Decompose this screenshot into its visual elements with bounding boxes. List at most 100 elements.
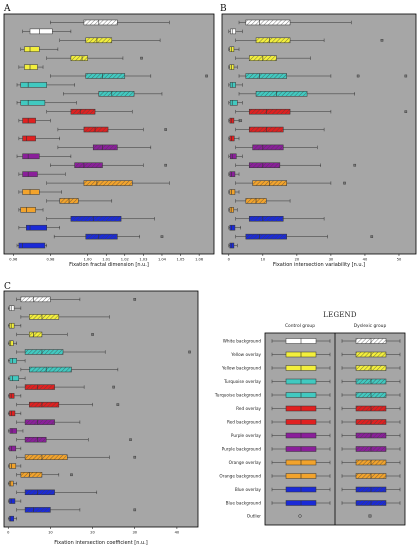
box-purple-dyslexic	[16, 419, 81, 425]
box-iqr	[22, 171, 38, 177]
box-orange-dyslexic	[16, 472, 73, 478]
box-iqr	[24, 436, 47, 443]
outlier-point	[133, 508, 137, 512]
legend-outlier-dyslexic	[368, 514, 372, 518]
legend-row-label: Orange background	[219, 474, 261, 479]
legend-control-heading: Control group	[285, 323, 315, 329]
outlier-point	[129, 438, 132, 441]
box-iqr	[252, 144, 284, 151]
x-tick-label: 1.02	[121, 258, 129, 262]
box-white-dyslexic	[238, 19, 352, 26]
box-white-dyslexic	[16, 296, 137, 303]
legend-sample-dyslexic	[341, 351, 401, 358]
box-iqr	[9, 428, 17, 434]
legend-sample-control	[271, 419, 331, 425]
box-iqr	[245, 19, 291, 26]
box-turquoise-control	[7, 375, 26, 382]
box-orange-control	[18, 207, 44, 213]
box-iqr	[24, 419, 55, 425]
legend-sample-control	[271, 338, 331, 344]
legend-sample-dyslexic	[341, 338, 401, 344]
outlier-point	[133, 455, 137, 459]
x-tick-label: 1.03	[139, 258, 147, 262]
box-purple-dyslexic	[235, 144, 318, 151]
x-tick-label: 1.06	[195, 258, 204, 262]
box-orange-dyslexic	[235, 180, 346, 186]
legend-sample-dyslexic	[341, 473, 401, 479]
box-yellow-control	[20, 46, 59, 52]
box-iqr	[24, 349, 64, 355]
x-tick-label: 40	[175, 531, 180, 535]
box-yellow-control	[7, 322, 22, 329]
box-iqr	[24, 489, 55, 496]
box-iqr	[229, 100, 238, 106]
panel-b-chart: 0 10 20 30 40 50 Fixation intersection variabi…	[221, 13, 417, 268]
legend-sample-dyslexic	[341, 419, 401, 425]
box-purple-control	[228, 153, 243, 160]
box-blue-dyslexic	[235, 233, 374, 240]
x-tick-label: 10	[261, 258, 266, 262]
box-iqr	[9, 463, 17, 469]
box-iqr	[9, 393, 15, 399]
legend-sample-control	[271, 392, 331, 398]
box-turquoise-dyslexic	[63, 91, 163, 97]
box-red-dyslexic	[235, 108, 408, 115]
panel-c-chart: 0 10 20 30 40 Fixation intersection coefficie…	[3, 290, 199, 546]
box-yellow-control	[18, 64, 44, 70]
box-purple-control	[18, 171, 66, 177]
box-iqr	[229, 189, 236, 195]
box-turquoise-control	[228, 82, 243, 88]
legend-sample-control	[271, 405, 331, 412]
box-orange-dyslexic	[46, 198, 113, 204]
box-iqr	[29, 314, 60, 320]
legend-sample-dyslexic	[341, 486, 401, 493]
box-blue-control	[228, 224, 241, 231]
x-tick-label: 1.04	[158, 258, 167, 262]
box-iqr	[9, 515, 14, 522]
box-red-control	[7, 410, 22, 417]
box-iqr	[229, 153, 237, 160]
box-iqr	[29, 28, 53, 35]
box-yellow-control	[228, 46, 240, 52]
box-iqr	[229, 242, 235, 249]
x-axis-label: Fixation fractal dimension [n.u.]	[69, 262, 149, 268]
outlier-point	[140, 56, 143, 60]
outlier-point	[160, 235, 164, 238]
box-purple-control	[7, 445, 22, 452]
box-iqr	[9, 375, 20, 382]
legend-sample-dyslexic	[341, 446, 401, 452]
box-orange-dyslexic	[16, 454, 137, 460]
box-iqr	[229, 64, 235, 70]
box-red-control	[18, 135, 61, 142]
box-yellow-dyslexic	[235, 55, 311, 61]
box-iqr	[9, 340, 14, 346]
legend-sample-control	[271, 351, 331, 358]
plot-area	[221, 13, 417, 255]
legend-row-label: Orange overlay	[229, 460, 262, 465]
box-iqr	[98, 91, 135, 97]
legend-sample-control	[271, 473, 331, 479]
box-iqr	[229, 46, 235, 52]
box-iqr	[70, 216, 122, 222]
box-white-control	[7, 305, 22, 311]
legend-row-label: Turquoise background	[214, 393, 261, 398]
box-orange-control	[7, 463, 22, 469]
x-tick-label: 0	[228, 258, 231, 262]
box-blue-control	[7, 498, 22, 504]
x-tick-label: 1.00	[84, 258, 93, 262]
x-tick-label: 20	[90, 531, 95, 535]
x-tick-label: 30	[329, 258, 334, 262]
box-blue-control	[18, 224, 61, 231]
x-axis-label: Fixation intersection coefficient [n.u.]	[54, 540, 147, 546]
box-iqr	[22, 153, 40, 160]
panel-a-letter: A	[3, 4, 11, 14]
box-iqr	[18, 242, 46, 249]
box-iqr	[230, 28, 236, 35]
panel-a-chart: 0.96 0.98 1.00 1.01 1.02 1.03 1.04 1.05 1.06 Fixa…	[3, 13, 215, 268]
box-yellow-dyslexic	[16, 331, 94, 338]
box-red-dyslexic	[57, 126, 167, 133]
box-iqr	[245, 73, 287, 79]
box-iqr	[248, 216, 284, 222]
box-blue-dyslexic	[46, 216, 155, 222]
